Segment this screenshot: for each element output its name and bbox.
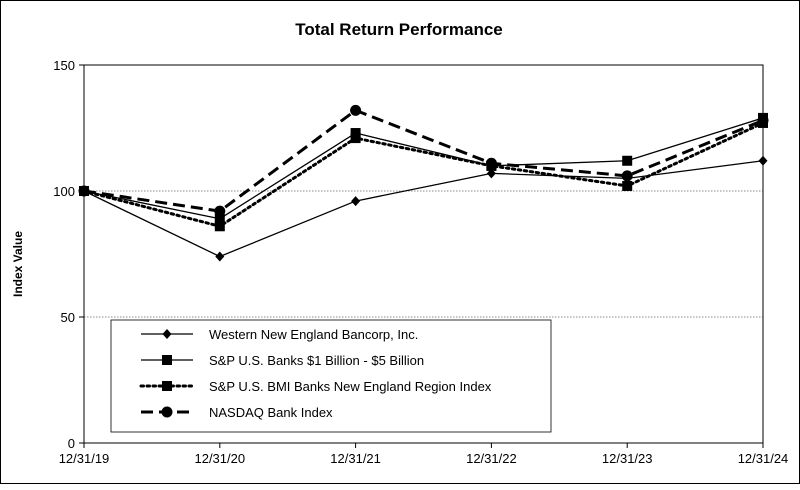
data-point-marker bbox=[214, 213, 225, 224]
data-point-marker bbox=[758, 112, 768, 123]
series-line bbox=[83, 160, 764, 258]
data-point-marker bbox=[622, 173, 632, 184]
data-point-marker bbox=[215, 251, 225, 262]
legend-swatch-marker bbox=[162, 381, 172, 391]
data-point-marker bbox=[350, 133, 361, 144]
legend-label: S&P U.S. BMI Banks New England Region In… bbox=[209, 379, 492, 394]
series-line bbox=[83, 108, 764, 213]
legend-item: S&P U.S. BMI Banks New England Region In… bbox=[139, 379, 492, 394]
x-tick-label: 12/31/19 bbox=[59, 451, 110, 466]
x-tick-label: 12/31/20 bbox=[194, 451, 245, 466]
legend-label: Western New England Bancorp, Inc. bbox=[209, 327, 418, 342]
series-3 bbox=[79, 117, 768, 232]
legend-label: S&P U.S. Banks $1 Billion - $5 Billion bbox=[209, 353, 424, 368]
chart-title: Total Return Performance bbox=[295, 20, 503, 39]
plot-area bbox=[83, 64, 764, 444]
data-point-marker bbox=[214, 221, 225, 232]
legend-item: Western New England Bancorp, Inc. bbox=[141, 327, 418, 342]
series-line bbox=[83, 117, 764, 220]
legend-swatch-marker bbox=[161, 406, 173, 418]
legend-item: NASDAQ Bank Index bbox=[141, 405, 333, 420]
series-layer bbox=[78, 104, 769, 262]
x-tick-label: 12/31/24 bbox=[738, 451, 789, 466]
data-point-marker bbox=[350, 128, 361, 139]
x-tick-label: 12/31/21 bbox=[330, 451, 381, 466]
data-point-marker bbox=[486, 168, 496, 179]
gridlines bbox=[84, 190, 763, 318]
data-point-marker bbox=[351, 196, 361, 207]
x-axis: 12/31/19 12/31/20 12/31/21 12/31/22 12/31/23… bbox=[59, 443, 789, 466]
x-tick-label: 12/31/22 bbox=[466, 451, 517, 466]
legend-swatch-marker bbox=[162, 355, 172, 365]
legend: Western New England Bancorp, Inc. S&P U.S… bbox=[110, 319, 552, 433]
y-axis-label: Index Value bbox=[11, 231, 25, 297]
y-tick-label: 150 bbox=[53, 58, 75, 73]
data-point-marker bbox=[758, 117, 768, 128]
legend-item: S&P U.S. Banks $1 Billion - $5 Billion bbox=[141, 353, 424, 368]
series-4 bbox=[78, 104, 769, 217]
legend-swatch-marker bbox=[162, 329, 172, 339]
data-point-marker bbox=[79, 186, 89, 196]
x-tick-label: 12/31/23 bbox=[602, 451, 653, 466]
series-1 bbox=[79, 155, 768, 262]
y-tick-label: 0 bbox=[68, 436, 75, 451]
y-tick-label: 50 bbox=[61, 310, 75, 325]
y-axis: 0 50 100 150 bbox=[53, 58, 84, 451]
data-point-marker bbox=[350, 104, 362, 116]
data-point-marker bbox=[758, 155, 768, 166]
legend-label: NASDAQ Bank Index bbox=[209, 405, 333, 420]
y-tick-label: 100 bbox=[53, 184, 75, 199]
data-point-marker bbox=[622, 155, 633, 166]
data-point-marker bbox=[622, 180, 633, 191]
data-point-marker bbox=[486, 160, 497, 171]
